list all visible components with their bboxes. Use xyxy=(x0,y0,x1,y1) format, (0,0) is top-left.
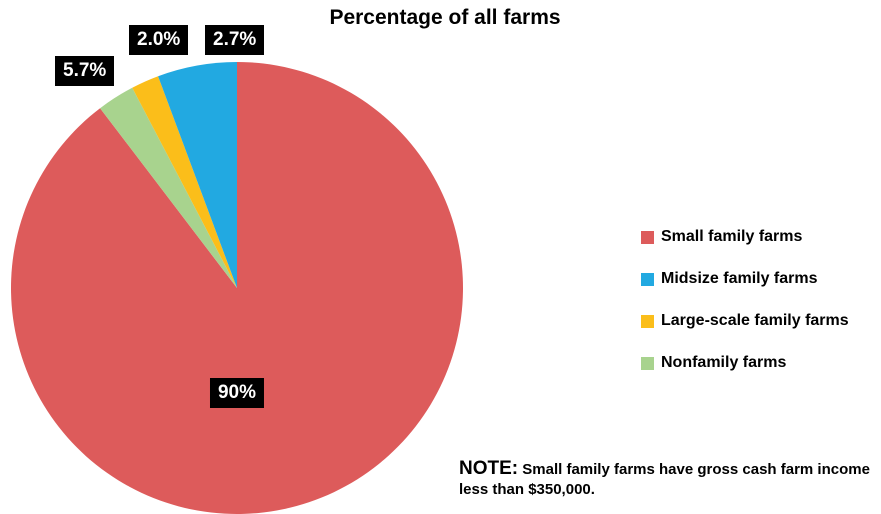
legend-label: Small family farms xyxy=(661,228,802,246)
legend-swatch xyxy=(641,231,654,244)
legend-item-small-family-farms: Small family farms xyxy=(641,216,849,258)
legend-item-large-scale-family-farms: Large-scale family farms xyxy=(641,300,849,342)
legend-swatch xyxy=(641,273,654,286)
data-label-nonfamily-farms: 2.7% xyxy=(205,25,264,55)
note: NOTE: Small family farms have gross cash… xyxy=(459,459,877,500)
note-text: Small family farms have gross cash farm … xyxy=(459,461,870,498)
legend-swatch xyxy=(641,357,654,370)
data-label-small-family-farms: 90% xyxy=(210,378,264,408)
legend: Small family farms Midsize family farms La… xyxy=(641,216,849,384)
legend-item-nonfamily-farms: Nonfamily farms xyxy=(641,342,849,384)
pie-slice-small-family-farms xyxy=(11,62,463,514)
legend-swatch xyxy=(641,315,654,328)
note-heading: NOTE: xyxy=(459,458,518,479)
legend-label: Midsize family farms xyxy=(661,270,818,288)
data-label-large-scale-family-farms: 2.0% xyxy=(129,25,188,55)
legend-label: Nonfamily farms xyxy=(661,354,786,372)
data-label-midsize-family-farms: 5.7% xyxy=(55,56,114,86)
legend-label: Large-scale family farms xyxy=(661,312,849,330)
legend-item-midsize-family-farms: Midsize family farms xyxy=(641,258,849,300)
